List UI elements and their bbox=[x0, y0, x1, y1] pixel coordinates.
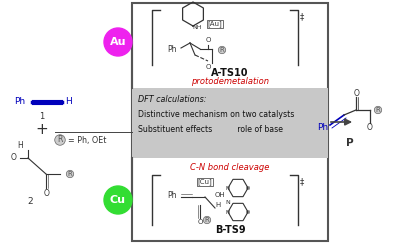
Text: ‡: ‡ bbox=[300, 12, 304, 21]
Text: O: O bbox=[246, 185, 250, 191]
Text: DFT calculations:: DFT calculations: bbox=[138, 95, 206, 104]
Text: Substituent effects          role of base: Substituent effects role of base bbox=[138, 125, 283, 134]
Bar bbox=[132, 3, 328, 241]
Text: +: + bbox=[36, 122, 48, 138]
Text: O: O bbox=[205, 64, 211, 70]
Text: A-TS10: A-TS10 bbox=[211, 68, 249, 78]
Text: Ph: Ph bbox=[317, 122, 328, 132]
Text: R: R bbox=[57, 135, 63, 144]
Text: O: O bbox=[11, 153, 17, 163]
Text: R: R bbox=[68, 171, 72, 177]
Text: ‡: ‡ bbox=[300, 177, 304, 186]
Text: H: H bbox=[65, 98, 72, 106]
Text: N: N bbox=[226, 185, 230, 191]
Text: OH: OH bbox=[215, 192, 225, 198]
Text: C-N bond cleavage: C-N bond cleavage bbox=[190, 163, 270, 172]
Text: Cu: Cu bbox=[110, 195, 126, 205]
Text: R: R bbox=[376, 107, 380, 113]
Text: R: R bbox=[220, 47, 224, 53]
Text: Ph: Ph bbox=[14, 98, 25, 106]
Text: [Cu]: [Cu] bbox=[198, 179, 212, 185]
Text: N: N bbox=[226, 210, 230, 214]
Text: 2: 2 bbox=[27, 197, 33, 206]
Text: O: O bbox=[246, 210, 250, 214]
Text: = Ph, OEt: = Ph, OEt bbox=[68, 135, 106, 144]
Text: P: P bbox=[346, 138, 354, 148]
Circle shape bbox=[104, 28, 132, 56]
Text: protodemetalation: protodemetalation bbox=[191, 78, 269, 87]
Text: B-TS9: B-TS9 bbox=[215, 225, 245, 235]
Text: Ph: Ph bbox=[167, 191, 177, 200]
Text: O: O bbox=[367, 123, 373, 132]
Text: NH: NH bbox=[192, 25, 202, 30]
Text: Distinctive mechanism on two catalysts: Distinctive mechanism on two catalysts bbox=[138, 110, 294, 119]
Text: O: O bbox=[44, 190, 50, 199]
Text: R: R bbox=[205, 217, 209, 223]
Text: Au: Au bbox=[110, 37, 126, 47]
Text: H: H bbox=[17, 142, 23, 151]
Circle shape bbox=[104, 186, 132, 214]
Bar bbox=[132, 88, 328, 158]
Text: [Au]: [Au] bbox=[208, 21, 222, 27]
Text: O: O bbox=[205, 37, 211, 43]
Text: N: N bbox=[226, 200, 230, 204]
Text: 1: 1 bbox=[39, 112, 45, 121]
Text: O: O bbox=[197, 219, 203, 225]
Text: H: H bbox=[215, 202, 221, 208]
Text: Ph: Ph bbox=[167, 45, 177, 54]
Text: O: O bbox=[354, 89, 360, 98]
